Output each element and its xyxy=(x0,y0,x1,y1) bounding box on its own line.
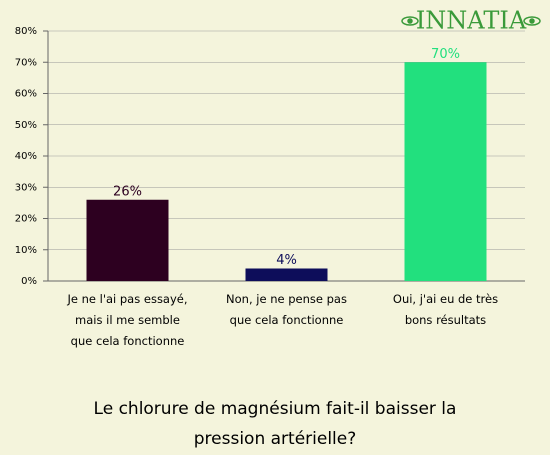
value-label: 26% xyxy=(113,184,142,199)
y-tick-label: 80% xyxy=(15,26,37,37)
logo: INNATIA xyxy=(416,7,527,35)
logo-ornament xyxy=(401,16,541,26)
y-tick-label: 60% xyxy=(15,89,37,100)
y-tick-label: 40% xyxy=(15,151,37,162)
bar xyxy=(245,268,328,281)
y-tick-label: 10% xyxy=(15,245,37,256)
value-label: 70% xyxy=(431,47,460,62)
y-tick-label: 50% xyxy=(15,120,37,131)
x-tick-label: Non, je ne pense pas que cela fonctionne xyxy=(226,292,347,327)
y-tick-label: 0% xyxy=(21,276,37,287)
x-tick-label: Je ne l'ai pas essayé, mais il me semble… xyxy=(67,292,188,348)
y-tick-label: 20% xyxy=(15,214,37,225)
bar xyxy=(86,199,169,281)
chart-title: Le chlorure de magnésium fait-il baisser… xyxy=(93,399,457,449)
x-tick-label: Oui, j'ai eu de très bons résultats xyxy=(392,292,499,327)
value-label: 4% xyxy=(276,253,297,268)
y-tick-label: 30% xyxy=(15,182,37,193)
bar xyxy=(404,62,487,281)
y-tick-label: 70% xyxy=(15,57,37,68)
